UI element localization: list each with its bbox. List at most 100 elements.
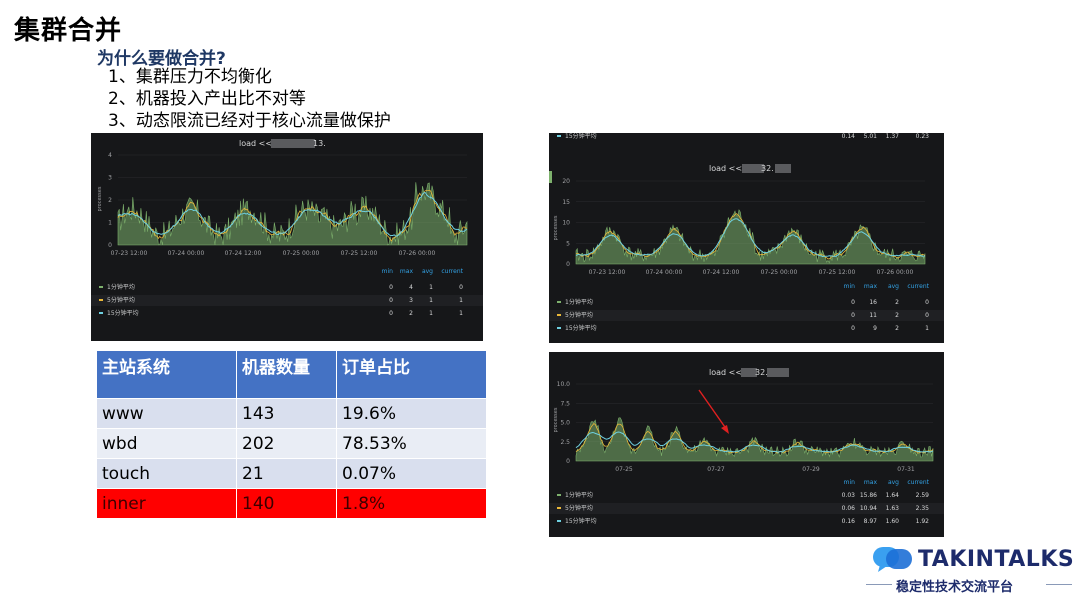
legend-series-name[interactable]: 5分钟平均 <box>107 296 135 304</box>
legend-value: 2 <box>895 312 899 319</box>
legend-color-swatch <box>557 314 561 316</box>
table-header-cell: 订单占比 <box>336 350 487 399</box>
y-axis-label: processes <box>553 215 559 240</box>
legend-value: 0 <box>851 299 855 306</box>
y-tick-label: 5 <box>566 240 570 247</box>
legend-value: 0 <box>389 284 393 291</box>
legend-value: 0.23 <box>916 133 930 140</box>
legend-value: 0 <box>389 297 393 304</box>
table-header-cell: 机器数量 <box>236 350 337 399</box>
table-cell: 78.53% <box>336 428 487 459</box>
legend-header: min <box>844 283 856 290</box>
series-5min-line <box>575 422 934 454</box>
y-tick-label: 4 <box>108 152 112 159</box>
table-cell: 1.8% <box>336 488 487 519</box>
legend-value: 2 <box>895 325 899 332</box>
legend-series-name[interactable]: 15分钟平均 <box>565 324 597 332</box>
legend-value: 10.94 <box>860 505 877 512</box>
legend-series-name[interactable]: 15分钟平均 <box>565 517 597 525</box>
load-graph-panel-3: load << 32. processes 10.0 7.5 5.0 2.5 0 07-… <box>549 352 944 537</box>
x-tick-label: 07-23 12:00 <box>111 250 148 257</box>
legend-color-swatch <box>557 520 561 522</box>
legend-header: current <box>441 268 463 275</box>
legend-series-name[interactable]: 1分钟平均 <box>107 283 135 291</box>
table-row: www 143 19.6% <box>96 398 487 429</box>
x-tick-label: 07-25 12:00 <box>819 269 856 276</box>
legend-value: 15.86 <box>860 492 877 499</box>
table-cell: 21 <box>236 458 337 489</box>
legend-value: 1 <box>459 297 463 304</box>
legend-series-name[interactable]: 15分钟平均 <box>107 309 139 317</box>
legend-value: 4 <box>409 284 413 291</box>
panel-title-suffix: 13. <box>313 139 326 148</box>
legend-row-bg <box>91 295 483 306</box>
table-cell: 19.6% <box>336 398 487 429</box>
legend-row-bg <box>549 503 944 514</box>
legend-series-name: 15分钟平均 <box>565 133 597 140</box>
y-tick-label: 0 <box>566 458 570 465</box>
legend-value: 0 <box>925 312 929 319</box>
legend-value: 9 <box>873 325 877 332</box>
legend-value: 1 <box>429 284 433 291</box>
legend-value: 2.35 <box>916 505 930 512</box>
legend-value: 1.92 <box>916 518 930 525</box>
x-tick-label: 07-24 12:00 <box>225 250 262 257</box>
y-tick-label: 2 <box>108 197 112 204</box>
brand-subtitle: 稳定性技术交流平台 <box>896 580 1014 595</box>
y-tick-label: 10 <box>562 220 570 227</box>
legend-color-swatch <box>557 494 561 496</box>
table-row-highlighted: inner 140 1.8% <box>96 488 487 519</box>
legend-value: 1.60 <box>886 518 900 525</box>
legend-header: max <box>864 283 878 290</box>
brand-name: TAKINTALKS <box>918 547 1075 572</box>
chat-bubble-icon <box>873 547 912 572</box>
panel-title: load << <box>239 139 272 148</box>
legend-color-swatch <box>99 299 103 301</box>
x-tick-label: 07-27 <box>707 466 725 473</box>
redacted-host-mask <box>741 368 757 377</box>
legend-color-swatch <box>99 286 103 288</box>
legend-header: max <box>400 268 414 275</box>
x-tick-label: 07-24 12:00 <box>703 269 740 276</box>
legend-row-bg <box>549 310 944 321</box>
x-tick-label: 07-29 <box>802 466 820 473</box>
legend-series-name[interactable]: 5分钟平均 <box>565 504 593 512</box>
table-row: touch 21 0.07% <box>96 458 487 489</box>
panel-title: load << <box>709 368 742 377</box>
table-cell: 143 <box>236 398 337 429</box>
legend-series-name[interactable]: 1分钟平均 <box>565 298 593 306</box>
panel-title-suffix: 32. <box>755 368 768 377</box>
x-tick-label: 07-25 <box>615 466 633 473</box>
legend-value: 0.06 <box>842 505 856 512</box>
legend-value: 0 <box>851 312 855 319</box>
table-cell: inner <box>96 488 237 519</box>
legend-value: 8.97 <box>864 518 878 525</box>
y-tick-label: 7.5 <box>560 400 570 407</box>
series-15min-line <box>117 192 468 237</box>
legend-value: 0 <box>851 325 855 332</box>
legend-value: 1.63 <box>886 505 900 512</box>
legend-value: 16 <box>869 299 877 306</box>
x-tick-label: 07-26 00:00 <box>399 250 436 257</box>
legend-series-name[interactable]: 1分钟平均 <box>565 491 593 499</box>
x-tick-label: 07-25 00:00 <box>761 269 798 276</box>
divider <box>866 584 892 585</box>
reason-item: 2、机器投入产出比不对等 <box>108 89 306 109</box>
legend-header: current <box>907 283 929 290</box>
legend-series-name[interactable]: 5分钟平均 <box>565 311 593 319</box>
red-arrow-head-icon <box>721 425 729 434</box>
legend-value: 1.64 <box>886 492 900 499</box>
redacted-host-mask <box>742 164 764 173</box>
redacted-host-mask <box>271 139 315 148</box>
x-tick-label: 07-25 00:00 <box>283 250 320 257</box>
legend-value: 3 <box>409 297 413 304</box>
legend-color-swatch <box>557 327 561 329</box>
x-tick-label: 07-24 00:00 <box>646 269 683 276</box>
legend-color-swatch <box>557 507 561 509</box>
x-tick-label: 07-31 <box>897 466 915 473</box>
legend-value: 0.14 <box>842 133 856 140</box>
divider <box>1046 584 1072 585</box>
table-cell: 202 <box>236 428 337 459</box>
